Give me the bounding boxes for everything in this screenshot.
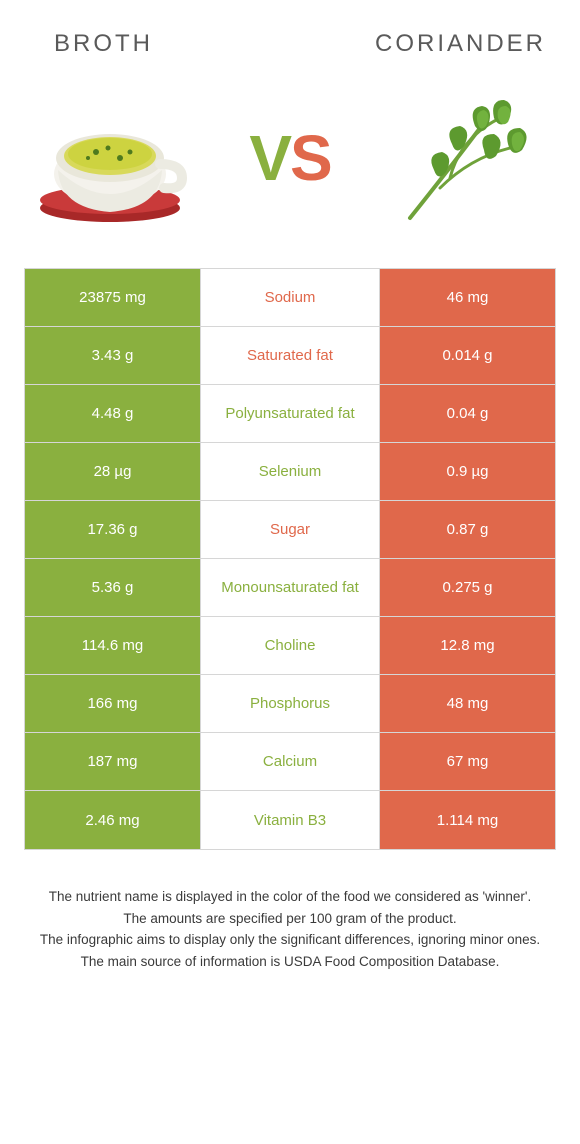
nutrient-label: Phosphorus <box>201 675 379 732</box>
value-left: 5.36 g <box>25 559 201 616</box>
footer-line-1: The nutrient name is displayed in the co… <box>34 886 546 908</box>
value-left: 28 µg <box>25 443 201 500</box>
value-right: 0.275 g <box>379 559 555 616</box>
vs-v: V <box>249 122 290 194</box>
table-row: 166 mgPhosphorus48 mg <box>25 675 555 733</box>
broth-image <box>30 78 190 238</box>
value-left: 2.46 mg <box>25 791 201 849</box>
table-row: 28 µgSelenium0.9 µg <box>25 443 555 501</box>
value-left: 3.43 g <box>25 327 201 384</box>
value-right: 0.014 g <box>379 327 555 384</box>
footer-line-4: The main source of information is USDA F… <box>34 951 546 973</box>
value-right: 0.87 g <box>379 501 555 558</box>
nutrient-label: Selenium <box>201 443 379 500</box>
hero-row: VS <box>24 78 556 238</box>
value-left: 187 mg <box>25 733 201 790</box>
value-left: 23875 mg <box>25 269 201 326</box>
title-left: BROTH <box>54 30 153 58</box>
footer-line-3: The infographic aims to display only the… <box>34 929 546 951</box>
footer-text: The nutrient name is displayed in the co… <box>24 886 556 972</box>
coriander-image <box>390 78 550 238</box>
value-right: 1.114 mg <box>379 791 555 849</box>
value-right: 67 mg <box>379 733 555 790</box>
value-left: 166 mg <box>25 675 201 732</box>
nutrient-label: Saturated fat <box>201 327 379 384</box>
title-right: CORIANDER <box>375 30 546 58</box>
nutrient-label: Vitamin B3 <box>201 791 379 849</box>
nutrient-label: Choline <box>201 617 379 674</box>
value-left: 4.48 g <box>25 385 201 442</box>
table-row: 3.43 gSaturated fat0.014 g <box>25 327 555 385</box>
nutrient-label: Sugar <box>201 501 379 558</box>
nutrient-label: Polyunsaturated fat <box>201 385 379 442</box>
table-row: 17.36 gSugar0.87 g <box>25 501 555 559</box>
nutrient-label: Calcium <box>201 733 379 790</box>
footer-line-2: The amounts are specified per 100 gram o… <box>34 908 546 930</box>
nutrient-table: 23875 mgSodium46 mg3.43 gSaturated fat0.… <box>24 268 556 850</box>
table-row: 2.46 mgVitamin B31.114 mg <box>25 791 555 849</box>
nutrient-label: Monounsaturated fat <box>201 559 379 616</box>
table-row: 187 mgCalcium67 mg <box>25 733 555 791</box>
header-titles: BROTH CORIANDER <box>24 30 556 58</box>
table-row: 5.36 gMonounsaturated fat0.275 g <box>25 559 555 617</box>
table-row: 114.6 mgCholine12.8 mg <box>25 617 555 675</box>
value-right: 0.9 µg <box>379 443 555 500</box>
table-row: 4.48 gPolyunsaturated fat0.04 g <box>25 385 555 443</box>
value-right: 0.04 g <box>379 385 555 442</box>
value-right: 12.8 mg <box>379 617 555 674</box>
value-left: 17.36 g <box>25 501 201 558</box>
table-row: 23875 mgSodium46 mg <box>25 269 555 327</box>
value-right: 48 mg <box>379 675 555 732</box>
value-right: 46 mg <box>379 269 555 326</box>
nutrient-label: Sodium <box>201 269 379 326</box>
vs-label: VS <box>249 121 330 195</box>
vs-s: S <box>290 122 331 194</box>
value-left: 114.6 mg <box>25 617 201 674</box>
